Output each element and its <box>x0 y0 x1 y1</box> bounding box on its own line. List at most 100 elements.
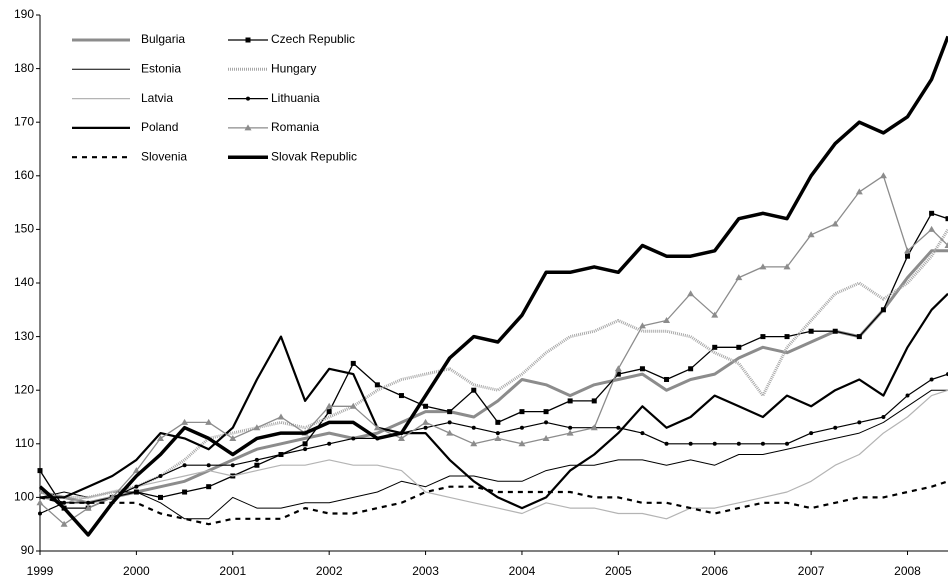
marker <box>737 442 741 446</box>
legend-label: Latvia <box>141 91 173 105</box>
marker <box>303 447 307 451</box>
x-tick-label: 2001 <box>219 564 246 578</box>
x-tick-label: 2006 <box>701 564 728 578</box>
marker <box>713 442 717 446</box>
marker <box>906 394 910 398</box>
y-tick-label: 170 <box>14 114 34 128</box>
marker <box>615 365 622 371</box>
marker <box>665 442 669 446</box>
marker <box>158 474 162 478</box>
legend-label: Estonia <box>141 61 181 75</box>
marker <box>544 409 549 414</box>
marker <box>134 485 138 489</box>
marker <box>760 334 765 339</box>
marker <box>568 398 573 403</box>
marker <box>206 484 211 489</box>
marker <box>881 415 885 419</box>
legend-label: Bulgaria <box>141 32 185 46</box>
x-tick-label: 1999 <box>27 564 54 578</box>
y-tick-label: 120 <box>14 382 34 396</box>
y-tick-label: 190 <box>14 7 34 21</box>
marker <box>207 463 211 467</box>
marker <box>592 398 597 403</box>
series-line <box>40 390 948 519</box>
marker <box>496 431 500 435</box>
series-line <box>40 251 948 503</box>
marker <box>327 442 331 446</box>
marker <box>303 441 308 446</box>
series-line <box>40 229 948 497</box>
marker <box>857 334 862 339</box>
x-tick-label: 2004 <box>509 564 536 578</box>
marker <box>423 404 428 409</box>
marker <box>857 420 861 424</box>
marker <box>472 426 476 430</box>
marker <box>689 442 693 446</box>
x-tick-label: 2007 <box>798 564 825 578</box>
marker <box>930 377 934 381</box>
marker <box>351 436 355 440</box>
y-tick-label: 100 <box>14 490 34 504</box>
marker <box>38 468 43 473</box>
y-tick-label: 150 <box>14 222 34 236</box>
series-line <box>40 390 948 519</box>
series-line <box>40 294 948 508</box>
legend-label: Poland <box>141 120 178 134</box>
series-line <box>40 176 948 524</box>
marker <box>254 463 259 468</box>
marker <box>905 254 910 259</box>
marker <box>664 377 669 382</box>
marker <box>616 426 620 430</box>
x-tick-label: 2002 <box>316 564 343 578</box>
marker <box>327 409 332 414</box>
marker <box>246 38 251 43</box>
marker <box>544 420 548 424</box>
marker <box>246 97 250 101</box>
legend-label: Slovak Republic <box>271 149 357 163</box>
marker <box>158 495 163 500</box>
marker <box>928 226 935 232</box>
legend-label: Slovenia <box>141 149 187 163</box>
marker <box>448 420 452 424</box>
marker <box>519 409 524 414</box>
x-tick-label: 2000 <box>123 564 150 578</box>
marker <box>37 499 44 505</box>
marker <box>712 345 717 350</box>
marker <box>785 442 789 446</box>
marker <box>351 361 356 366</box>
marker <box>688 366 693 371</box>
marker <box>568 426 572 430</box>
marker <box>785 334 790 339</box>
marker <box>856 188 863 194</box>
marker <box>809 329 814 334</box>
marker <box>881 307 886 312</box>
marker <box>833 329 838 334</box>
legend-label: Lithuania <box>271 91 320 105</box>
marker <box>375 382 380 387</box>
marker <box>447 409 452 414</box>
marker <box>520 426 524 430</box>
marker <box>761 442 765 446</box>
marker <box>255 458 259 462</box>
marker <box>183 463 187 467</box>
marker <box>809 431 813 435</box>
y-tick-label: 130 <box>14 329 34 343</box>
marker <box>494 435 501 441</box>
y-tick-label: 90 <box>21 543 35 557</box>
marker <box>833 426 837 430</box>
y-tick-label: 180 <box>14 61 34 75</box>
x-tick-label: 2005 <box>605 564 632 578</box>
marker <box>880 172 887 178</box>
marker <box>38 511 42 515</box>
series-line <box>40 481 948 524</box>
marker <box>736 345 741 350</box>
marker <box>495 420 500 425</box>
marker <box>929 211 934 216</box>
series-line <box>40 36 948 535</box>
marker <box>471 388 476 393</box>
y-tick-label: 140 <box>14 275 34 289</box>
marker <box>399 393 404 398</box>
legend-label: Hungary <box>271 61 316 75</box>
marker <box>279 453 283 457</box>
